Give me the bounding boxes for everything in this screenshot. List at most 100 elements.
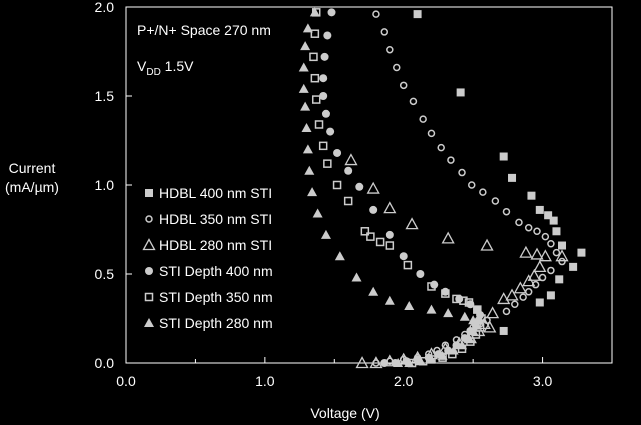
data-point: [355, 356, 369, 369]
data-point: [319, 74, 328, 83]
data-point: [533, 227, 541, 236]
data-point: [384, 295, 395, 305]
data-point: [531, 280, 540, 289]
legend-item: STI Depth 280 nm: [144, 315, 273, 331]
legend: HDBL 400 nm STI HDBL 350 nm STI HDBL 280 n…: [142, 185, 273, 331]
data-point: [366, 232, 375, 241]
legend-label: HDBL 400 nm STI: [159, 185, 272, 201]
data-point: [441, 231, 455, 244]
data-point: [437, 350, 448, 360]
data-point: [326, 127, 335, 136]
annotation-spacing: P+/N+ Space 270 nm: [137, 22, 271, 38]
data-point: [558, 241, 567, 250]
data-point: [535, 298, 544, 307]
data-point: [480, 238, 494, 251]
data-point: [443, 308, 454, 318]
data-point: [502, 207, 511, 216]
data-point: [535, 205, 544, 214]
y-tick-label: 1.5: [95, 88, 115, 104]
annotation-vdd-sub: DD: [146, 67, 160, 78]
series-0: [413, 10, 586, 335]
data-point: [552, 248, 561, 257]
data-point: [385, 230, 394, 239]
legend-item: HDBL 350 nm STI: [145, 211, 272, 227]
legend-marker: [145, 189, 153, 197]
data-point: [457, 340, 468, 350]
data-point: [314, 120, 324, 129]
data-point: [499, 326, 508, 335]
data-point: [380, 28, 389, 36]
legend-item: STI Depth 350 nm: [144, 289, 273, 305]
data-point: [547, 266, 555, 275]
data-point: [366, 181, 380, 194]
legend-marker: [145, 267, 153, 275]
data-point: [413, 10, 422, 19]
data-point: [301, 123, 312, 133]
data-point: [544, 211, 553, 220]
data-point: [380, 359, 389, 367]
data-point: [427, 129, 436, 138]
annotation-vdd-main: V: [137, 58, 147, 74]
data-point: [538, 249, 552, 262]
data-point: [321, 109, 330, 118]
legend-label: STI Depth 350 nm: [159, 289, 273, 305]
data-point: [459, 296, 468, 305]
data-point: [369, 205, 378, 214]
data-point: [468, 181, 476, 189]
data-point: [409, 97, 418, 106]
data-point: [527, 268, 541, 281]
x-tick-label: 3.0: [533, 373, 553, 389]
y-tick-label: 0.5: [95, 266, 115, 282]
data-point: [368, 286, 379, 296]
data-point: [468, 325, 479, 335]
x-axis: 0.0 1.0 2.0 3.0: [116, 357, 553, 389]
series-5: [298, 7, 481, 367]
y-tick-label: 0.0: [95, 355, 115, 371]
data-point: [319, 92, 328, 100]
data-point: [458, 168, 466, 177]
legend-item: STI Depth 400 nm: [145, 263, 273, 279]
data-point: [312, 208, 323, 218]
annotation-vdd: VDD 1.5V: [137, 58, 194, 78]
data-point: [393, 63, 401, 72]
data-point: [300, 41, 311, 51]
data-point: [552, 227, 561, 236]
y-axis-label: Current: [9, 160, 56, 176]
legend-label: HDBL 350 nm STI: [159, 211, 272, 227]
data-point: [385, 241, 395, 250]
data-point: [360, 227, 370, 236]
data-point: [519, 245, 533, 258]
data-point: [320, 52, 329, 61]
data-point: [459, 311, 470, 321]
data-point: [577, 248, 586, 257]
data-point: [318, 141, 328, 151]
data-point: [473, 305, 482, 314]
data-point: [491, 197, 500, 205]
x-tick-label: 2.0: [394, 373, 414, 389]
y-tick-label: 1.0: [95, 177, 115, 193]
data-point: [513, 281, 527, 294]
data-point: [499, 152, 508, 161]
data-point: [519, 293, 527, 301]
data-point: [511, 300, 519, 309]
data-point: [549, 216, 558, 225]
data-point: [456, 88, 465, 97]
data-point: [479, 188, 487, 196]
legend-marker: [144, 292, 154, 302]
data-point: [547, 239, 555, 248]
series-2: [344, 153, 569, 369]
data-point: [415, 356, 426, 366]
legend-label: STI Depth 280 nm: [159, 315, 273, 331]
data-point: [375, 237, 385, 247]
data-point: [437, 143, 445, 152]
data-point: [327, 8, 336, 17]
data-point: [344, 153, 358, 166]
data-point: [304, 165, 315, 175]
data-point: [298, 83, 309, 93]
data-point: [522, 274, 536, 287]
data-point: [404, 358, 415, 367]
data-point: [533, 260, 547, 273]
data-point: [524, 223, 533, 232]
legend-marker: [145, 215, 153, 223]
data-point: [310, 29, 320, 38]
